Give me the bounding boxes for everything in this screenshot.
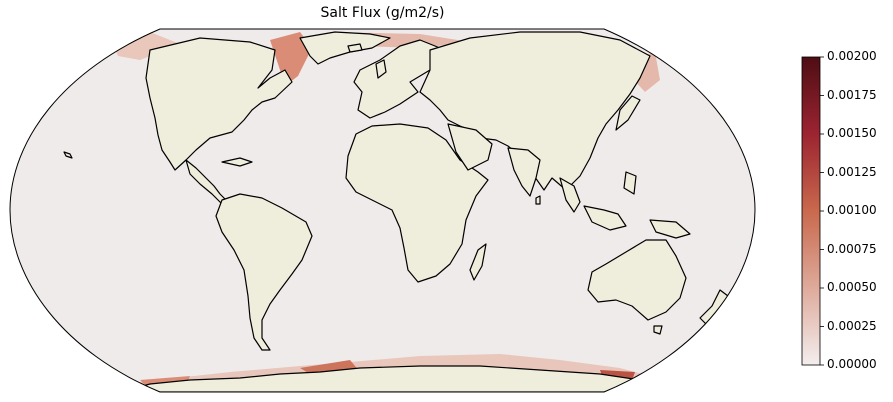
japan <box>615 95 641 131</box>
colorbar-tick-label: 0.00200 <box>827 49 877 63</box>
india <box>507 147 541 197</box>
colorbar-tick-label: 0.00050 <box>827 280 877 294</box>
north-america <box>145 37 293 171</box>
colorbar-tick-label: 0.00175 <box>827 87 877 102</box>
map-title: Salt Flux (g/m2/s) <box>320 5 445 21</box>
colorbar-tick-label: 0.00000 <box>827 357 877 371</box>
colorbar-tick-label: 0.00125 <box>827 164 877 179</box>
caribbean <box>221 157 253 167</box>
sumatra-borneo <box>583 205 627 231</box>
sri-lanka <box>535 195 541 205</box>
africa <box>345 123 489 283</box>
colorbar-tick-label: 0.00025 <box>827 318 877 333</box>
colorbar-tick-label: 0.00150 <box>827 126 877 140</box>
colorbar-tick-label: 0.00075 <box>827 241 877 256</box>
tasmania <box>653 325 663 335</box>
asia <box>419 31 651 191</box>
uk <box>375 59 387 79</box>
madagascar <box>469 243 487 281</box>
australia <box>587 239 687 321</box>
europe <box>353 39 441 119</box>
se-asia <box>559 177 581 213</box>
colorbar-tick-label: 0.00100 <box>827 203 877 217</box>
colorbar <box>801 56 821 366</box>
hawaii <box>63 151 73 159</box>
colorbar-ticks <box>820 56 824 366</box>
arabia <box>447 123 493 171</box>
land <box>63 31 729 392</box>
south-america <box>215 193 313 351</box>
globe-outline <box>9 28 756 393</box>
philippines <box>623 171 637 195</box>
iceland <box>347 43 363 53</box>
new-guinea <box>649 219 691 239</box>
hotspot-labrador <box>270 32 312 86</box>
